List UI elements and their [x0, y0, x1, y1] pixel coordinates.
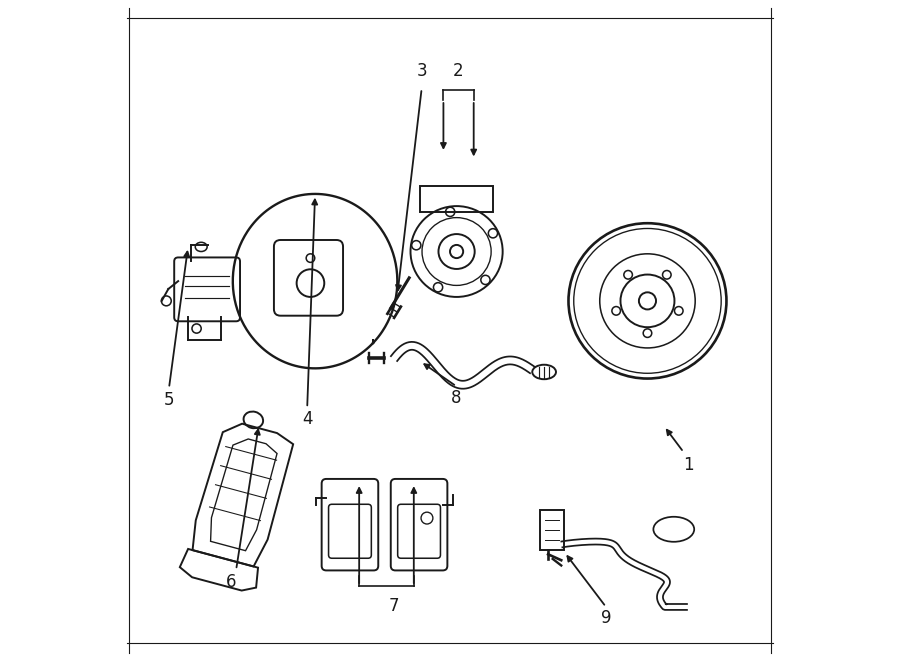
Text: 8: 8 [451, 389, 462, 407]
Text: 9: 9 [600, 609, 611, 627]
Text: 7: 7 [389, 597, 400, 615]
Text: 6: 6 [226, 573, 237, 591]
Text: 2: 2 [454, 61, 464, 79]
Text: 5: 5 [164, 391, 175, 408]
Text: 3: 3 [417, 61, 427, 79]
FancyBboxPatch shape [540, 510, 564, 550]
Ellipse shape [532, 365, 556, 379]
Text: 4: 4 [302, 410, 312, 428]
Text: 1: 1 [683, 457, 694, 475]
